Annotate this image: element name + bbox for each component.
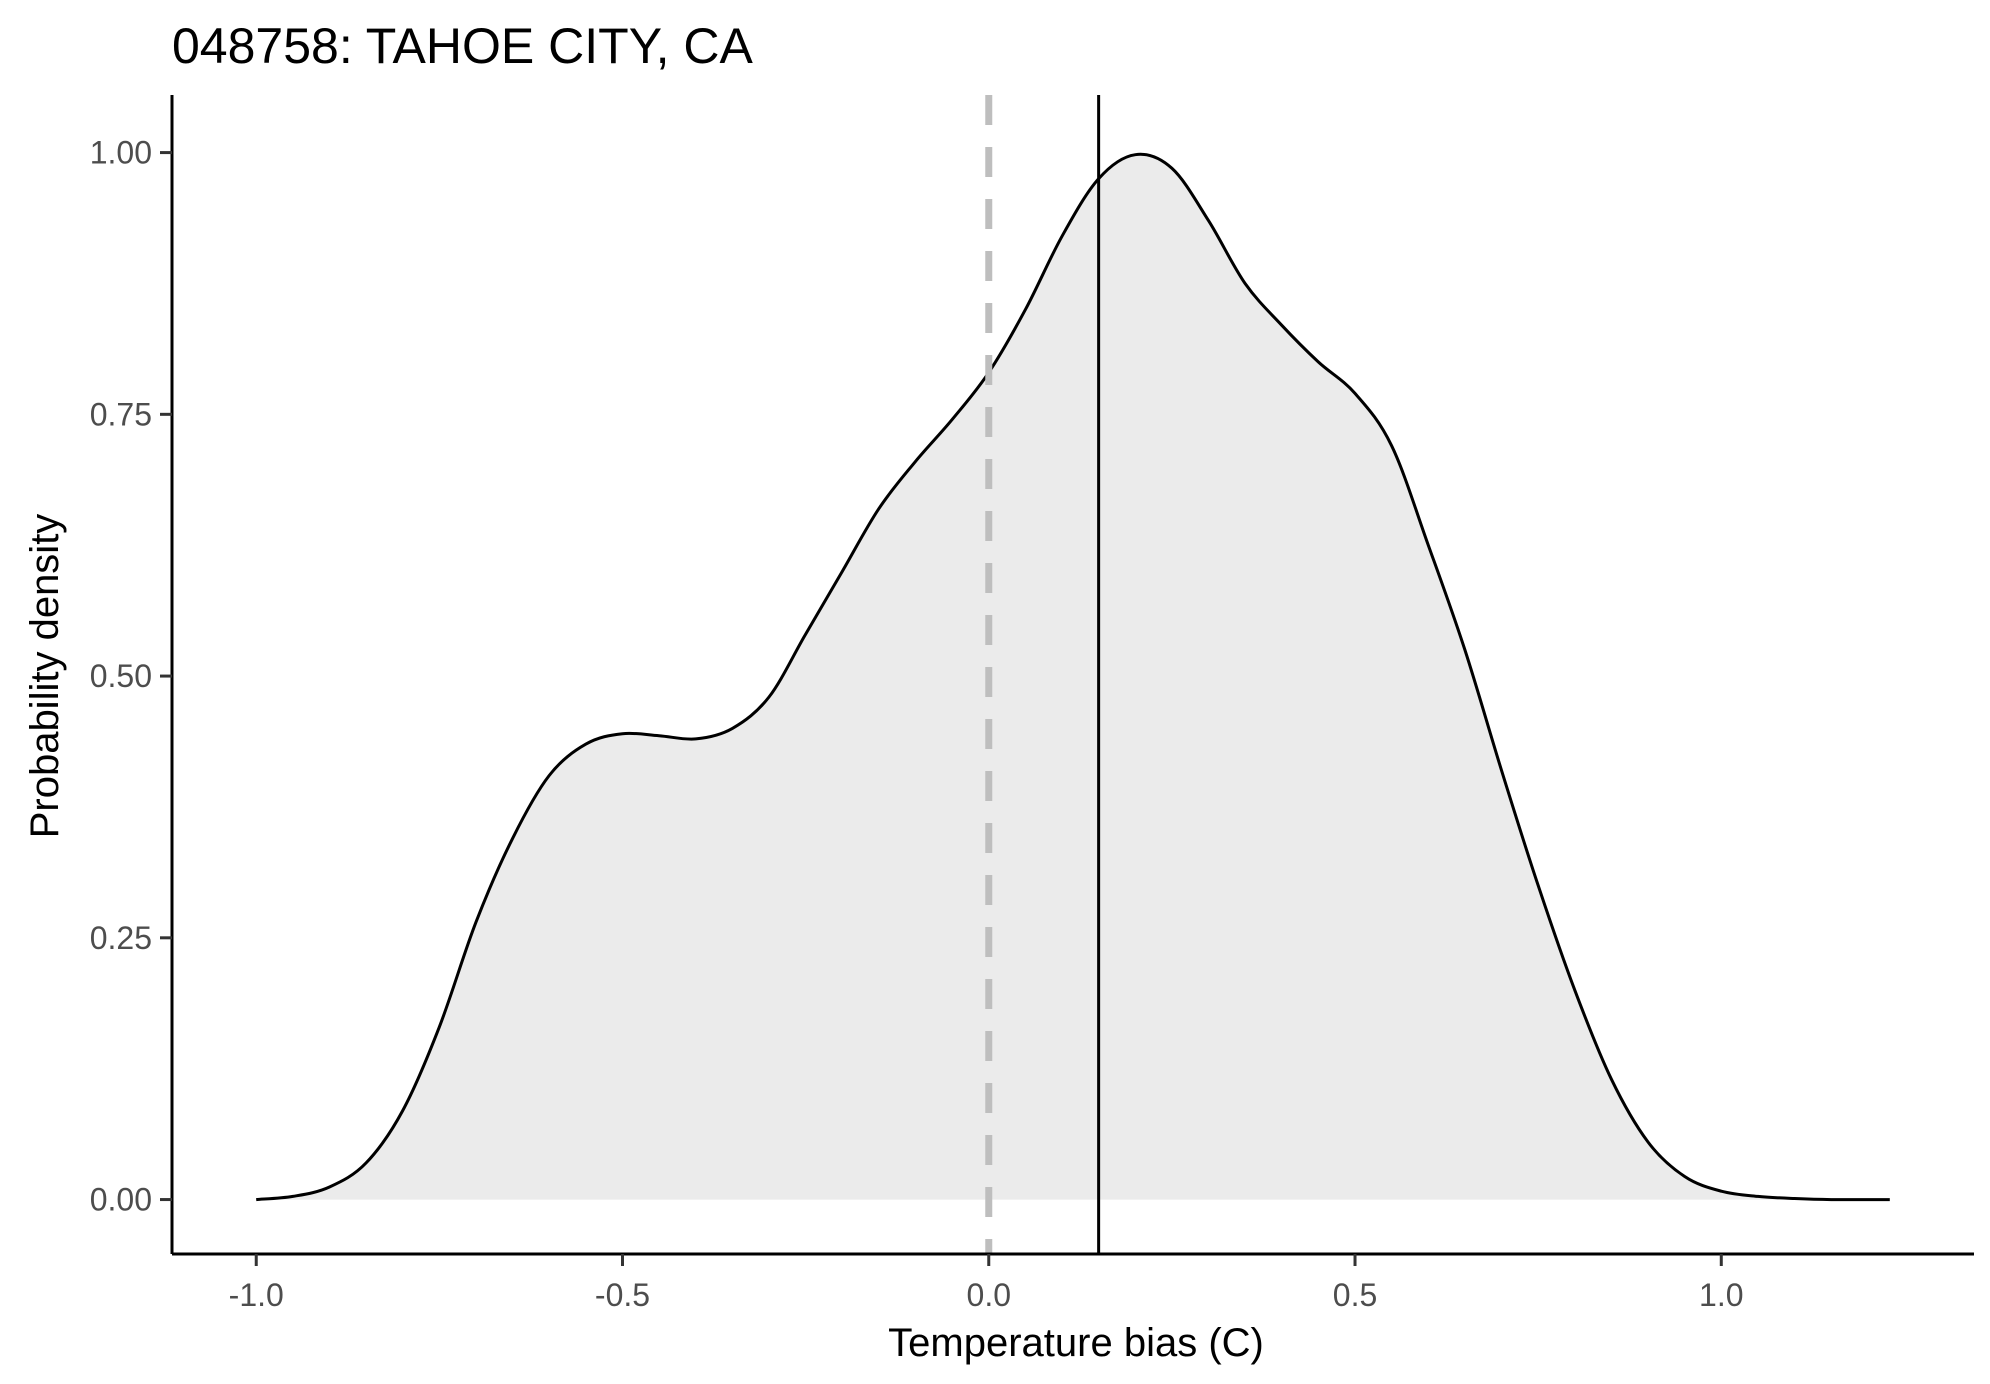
y-axis-title: Probability density xyxy=(23,514,67,839)
x-tick-label: 0.0 xyxy=(967,1277,1011,1313)
y-axis-ticks: 0.00 0.25 0.50 0.75 1.00 xyxy=(90,135,172,1218)
chart-title: 048758: TAHOE CITY, CA xyxy=(172,18,753,74)
x-tick-label: 1.0 xyxy=(1699,1277,1743,1313)
y-tick-label: 0.75 xyxy=(90,396,152,432)
x-axis-ticks: -1.0 -0.5 0.0 0.5 1.0 xyxy=(229,1254,1744,1313)
plot-area xyxy=(256,95,1890,1254)
x-tick-label: -0.5 xyxy=(595,1277,650,1313)
y-tick-label: 1.00 xyxy=(90,135,152,171)
y-tick-label: 0.50 xyxy=(90,658,152,694)
x-tick-label: 0.5 xyxy=(1333,1277,1377,1313)
y-tick-label: 0.25 xyxy=(90,920,152,956)
density-area-fill xyxy=(256,154,1890,1200)
x-axis-title: Temperature bias (C) xyxy=(888,1321,1264,1365)
y-tick-label: 0.00 xyxy=(90,1182,152,1218)
x-tick-label: -1.0 xyxy=(229,1277,284,1313)
density-curve xyxy=(256,152,1890,1202)
